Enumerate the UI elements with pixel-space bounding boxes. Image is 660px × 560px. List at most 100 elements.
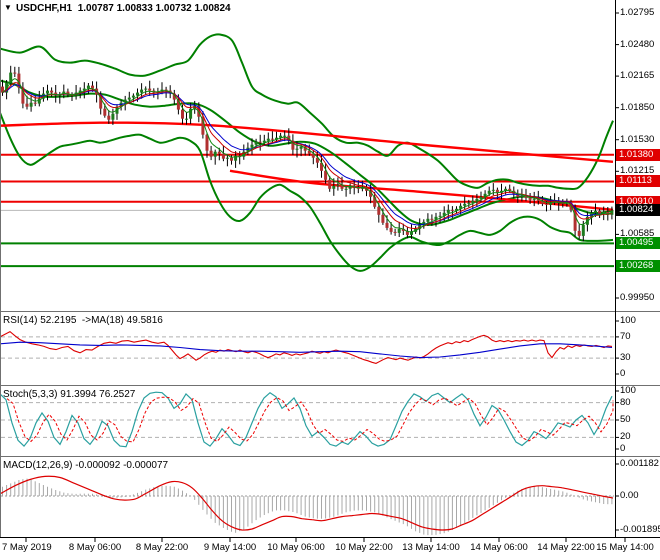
stoch-axis-label: 50 — [620, 414, 631, 425]
candle-bear — [606, 211, 610, 215]
macd-pane[interactable] — [1, 458, 615, 537]
candle-bull — [434, 216, 438, 220]
ohlc-values: 1.00787 1.00833 1.00732 1.00824 — [77, 3, 231, 14]
rsi-pane[interactable] — [1, 313, 615, 385]
candle-bear — [66, 91, 70, 95]
candle-bull — [299, 146, 303, 149]
rsi-axis-label: 30 — [620, 352, 631, 363]
candle-bear — [201, 116, 205, 135]
candle-bull — [422, 221, 426, 225]
symbol-dropdown-icon[interactable]: ▼ — [4, 3, 12, 12]
price-axis-label: 1.01215 — [620, 165, 655, 176]
candle-bull — [266, 138, 270, 141]
candle-bull — [418, 224, 422, 229]
price-level-badge: 1.00495 — [616, 237, 660, 249]
frames — [0, 0, 660, 542]
candle-bull — [279, 135, 283, 138]
macd-axis-label: 0.001182 — [620, 458, 659, 469]
candle-bull — [234, 155, 238, 161]
stoch-axis-label: 20 — [620, 431, 631, 442]
rsi-axis-label: 70 — [620, 331, 631, 342]
candle-bear — [324, 170, 328, 180]
price-axis-label: 1.02480 — [620, 39, 655, 50]
candle-bear — [176, 99, 180, 110]
candle-bear — [311, 153, 315, 158]
macd-signal-line — [0, 475, 614, 531]
candle-bear — [545, 203, 548, 205]
candle-bear — [1, 86, 4, 93]
candle-bear — [340, 184, 344, 189]
candle-bull — [438, 215, 442, 217]
candle-bear — [536, 198, 540, 201]
candle-bear — [103, 108, 107, 116]
candle-bear — [258, 141, 262, 143]
time-axis-label: 7 May 2019 — [2, 542, 52, 553]
stoch-k-line — [0, 391, 613, 448]
candle-bear — [524, 195, 528, 198]
candle-bull — [483, 193, 487, 197]
time-axis-label: 14 May 06:00 — [470, 542, 528, 553]
candle-bull — [82, 88, 86, 91]
candle-bull — [463, 203, 467, 206]
candle-bull — [397, 228, 401, 233]
candle-bull — [475, 198, 479, 201]
candle-bear — [495, 189, 499, 193]
candle-bear — [307, 150, 311, 154]
candle-bear — [328, 179, 332, 189]
candle-bull — [123, 99, 127, 103]
candle-bear — [573, 209, 577, 231]
candle-bull — [127, 97, 131, 100]
candle-bear — [25, 103, 29, 107]
candle-bear — [577, 230, 581, 236]
ma-fast-red — [2, 82, 613, 230]
candle-bull — [336, 184, 340, 186]
candle-bull — [491, 189, 495, 191]
candle-bull — [86, 85, 90, 89]
candle-bull — [189, 108, 193, 119]
candle-bull — [602, 211, 606, 214]
candle-bull — [262, 140, 266, 143]
stoch-d-line — [6, 396, 614, 443]
candle-bear — [17, 73, 21, 88]
candle-bull — [37, 98, 41, 104]
candle-bull — [410, 231, 413, 235]
candle-bear — [13, 72, 17, 74]
rsi-indicator-label: RSI(14) 52.2195 ->MA(18) 49.5816 — [3, 315, 163, 326]
candle-bull — [295, 148, 299, 150]
candle-bear — [209, 150, 213, 157]
symbol-label: USDCHF,H1 — [16, 3, 73, 14]
candle-bear — [377, 206, 381, 215]
time-axis-label: 13 May 14:00 — [402, 542, 460, 553]
candle-bear — [303, 146, 307, 151]
rsi-axis-label: 0 — [620, 368, 626, 379]
candle-bear — [181, 109, 184, 119]
candle-bull — [144, 88, 148, 90]
candle-bull — [5, 82, 9, 93]
candle-bull — [487, 190, 491, 194]
candle-bear — [270, 138, 274, 140]
candle-bull — [459, 205, 463, 209]
candle-bear — [405, 230, 409, 235]
price-axis-label: 0.99950 — [620, 292, 655, 303]
candle-bull — [581, 224, 585, 236]
candle-bull — [140, 89, 144, 93]
price-axis-label: 1.02165 — [620, 70, 655, 81]
candle-bull — [446, 209, 450, 213]
candle-bear — [373, 196, 377, 207]
candle-bear — [516, 193, 520, 197]
candle-bull — [504, 188, 508, 191]
candle-bull — [348, 185, 352, 189]
rsi-ma-line — [0, 341, 613, 359]
candle-bull — [467, 202, 471, 204]
candle-bull — [426, 218, 430, 222]
candle-bull — [254, 141, 258, 145]
candle-bear — [598, 210, 602, 214]
candle-bear — [291, 140, 295, 150]
candle-bull — [479, 196, 483, 199]
candle-bull — [442, 212, 446, 216]
time-axis-label: 8 May 06:00 — [68, 542, 122, 553]
candle-bull — [532, 198, 536, 200]
candle-bull — [136, 92, 139, 96]
candle-bear — [33, 102, 37, 104]
